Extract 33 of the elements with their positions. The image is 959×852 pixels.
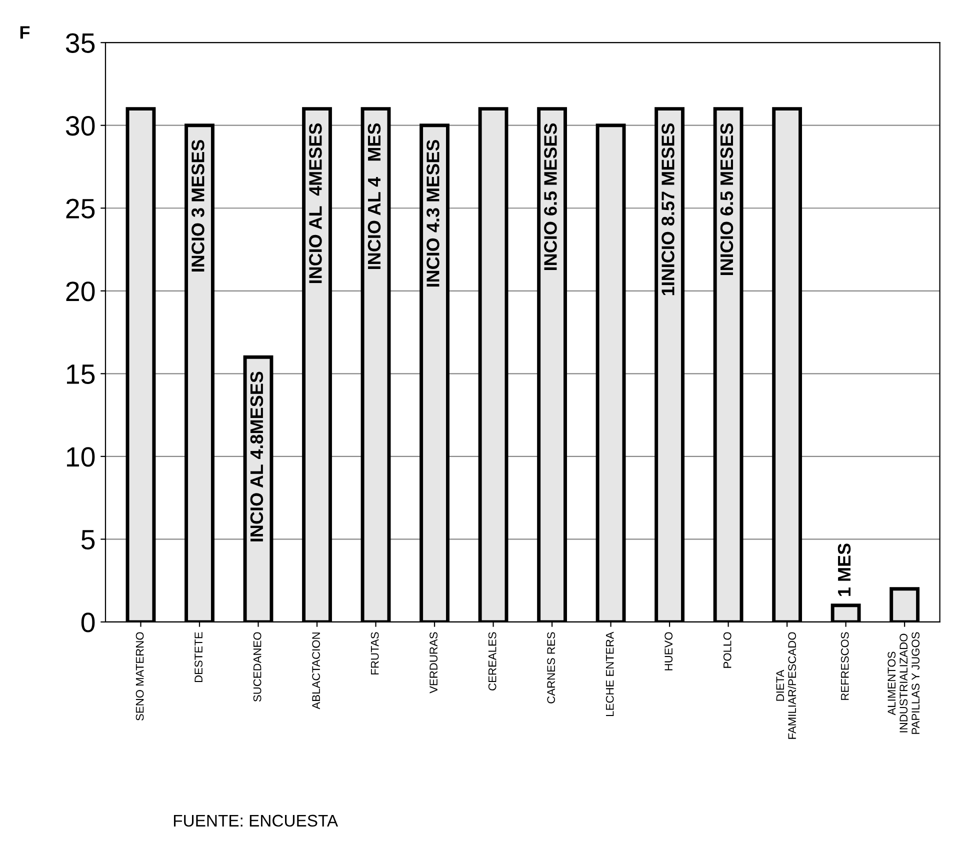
x-tick-label: REFRESCOS <box>840 632 849 700</box>
annotation: INICIO 6.5 MESES <box>720 123 734 276</box>
annotation: INCIO 3 MESES <box>192 140 204 272</box>
x-tick-label: HUEVO <box>664 632 673 670</box>
x-tick-label: DESTETE <box>194 632 202 682</box>
y-tick-label: 35 <box>66 33 95 53</box>
annotation: 1INICIO 8.57 MESES <box>662 123 674 296</box>
y-tick-label: 25 <box>66 198 95 218</box>
x-tick-label: ALIMENTOS INDUSTRIALIZADO PAPILLAS Y JUGOS <box>888 632 920 734</box>
y-tick-label: 10 <box>66 447 95 467</box>
x-tick-label: FRUTAS <box>370 632 379 674</box>
y-tick-label: 30 <box>66 116 95 136</box>
annotation: INCIO 4.3 MESES <box>426 140 440 287</box>
x-tick-label: SENO MATERNO <box>136 632 144 720</box>
x-tick-label: DIETA FAMILIAR/PESCADO <box>776 632 796 739</box>
annotation: INCIO AL 4MESES <box>309 123 322 284</box>
y-axis-title: F <box>20 26 30 39</box>
source-note: FUENTE: ENCUESTA <box>174 814 338 827</box>
x-tick-label: POLLO <box>723 632 732 668</box>
y-tick-label: 15 <box>66 364 95 384</box>
annotation: INCIO 6.5 MESES <box>544 123 557 270</box>
annotation: 1 MES <box>838 544 851 596</box>
y-tick-label: 20 <box>66 282 95 302</box>
annotation: INCIO AL 4 MES <box>368 123 381 269</box>
x-tick-label: SUCEDANEO <box>253 632 262 702</box>
y-tick-label: 5 <box>81 530 95 550</box>
x-tick-label: VERDURAS <box>430 632 438 694</box>
x-tick-label: CEREALES <box>488 632 496 690</box>
x-tick-label: CARNES RES <box>547 632 556 704</box>
annotation: INCIO AL 4.8MESES <box>250 372 264 542</box>
y-tick-label: 0 <box>81 612 95 632</box>
x-tick-label: LECHE ENTERA <box>606 632 614 716</box>
x-tick-label: ABLACTACION <box>312 632 320 710</box>
